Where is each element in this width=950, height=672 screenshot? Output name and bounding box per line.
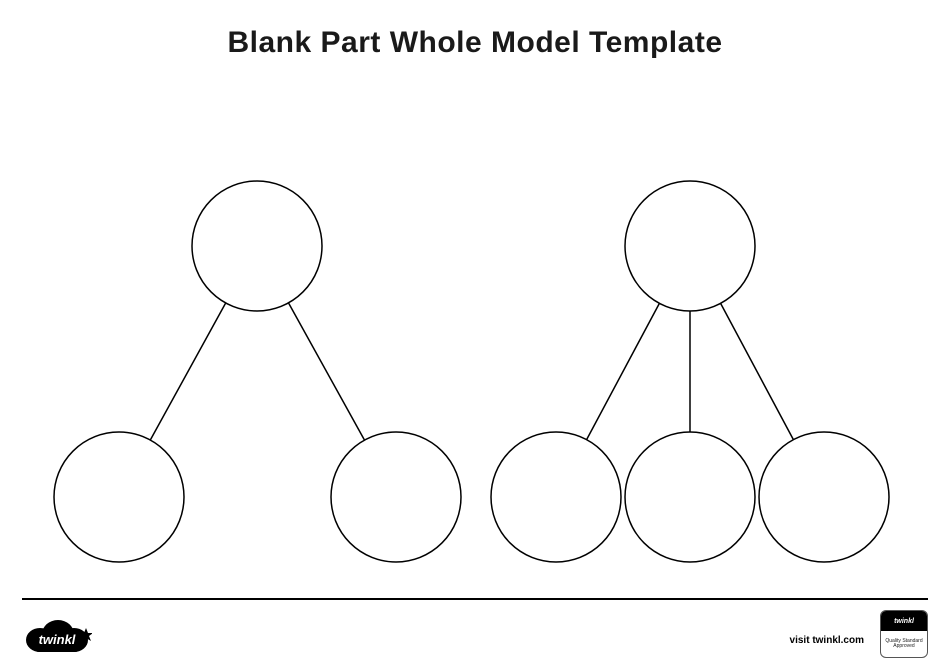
diagram-edge (150, 303, 225, 440)
diagram-edge (288, 303, 364, 440)
badge-caption: Quality Standard Approved (881, 639, 927, 650)
diagram-node (491, 432, 621, 562)
diagram-node (625, 432, 755, 562)
diagram-node (331, 432, 461, 562)
diagram-node (625, 181, 755, 311)
diagram-node (759, 432, 889, 562)
quality-badge: twinkl Quality Standard Approved (880, 610, 928, 658)
twinkl-logo: twinkl (22, 618, 92, 654)
diagram-node (54, 432, 184, 562)
footer: twinkl visit twinkl.com twinkl Quality S… (22, 614, 928, 658)
footer-divider (22, 598, 928, 600)
diagram-node (192, 181, 322, 311)
logo-text: twinkl (39, 632, 76, 647)
part-whole-diagram (0, 0, 950, 672)
visit-link-text: visit twinkl.com (790, 635, 864, 646)
diagram-edge (721, 303, 794, 439)
badge-logo-text: twinkl (894, 618, 914, 625)
diagram-edge (587, 303, 660, 439)
